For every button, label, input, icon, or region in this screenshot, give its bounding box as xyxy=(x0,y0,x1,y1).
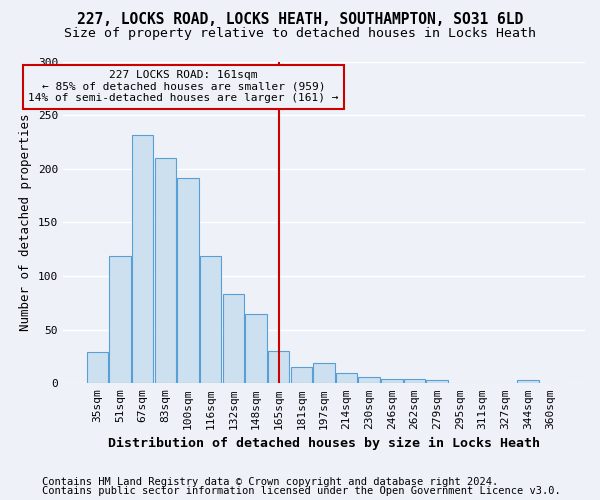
Bar xyxy=(313,363,335,383)
Bar xyxy=(132,136,154,383)
Bar xyxy=(155,158,176,383)
Bar xyxy=(177,178,199,383)
Text: Size of property relative to detached houses in Locks Heath: Size of property relative to detached ho… xyxy=(64,28,536,40)
Y-axis label: Number of detached properties: Number of detached properties xyxy=(19,114,32,331)
Bar xyxy=(517,380,539,383)
Text: 227 LOCKS ROAD: 161sqm
← 85% of detached houses are smaller (959)
14% of semi-de: 227 LOCKS ROAD: 161sqm ← 85% of detached… xyxy=(28,70,338,103)
Bar xyxy=(200,256,221,383)
Bar xyxy=(109,256,131,383)
Bar xyxy=(268,351,289,383)
Bar xyxy=(336,372,358,383)
Bar xyxy=(381,379,403,383)
Bar xyxy=(86,352,108,383)
Text: Contains HM Land Registry data © Crown copyright and database right 2024.: Contains HM Land Registry data © Crown c… xyxy=(42,477,498,487)
Bar xyxy=(223,294,244,383)
X-axis label: Distribution of detached houses by size in Locks Heath: Distribution of detached houses by size … xyxy=(108,437,540,450)
Bar xyxy=(427,380,448,383)
Bar xyxy=(358,377,380,383)
Bar xyxy=(245,314,267,383)
Text: Contains public sector information licensed under the Open Government Licence v3: Contains public sector information licen… xyxy=(42,486,561,496)
Bar xyxy=(290,367,312,383)
Text: 227, LOCKS ROAD, LOCKS HEATH, SOUTHAMPTON, SO31 6LD: 227, LOCKS ROAD, LOCKS HEATH, SOUTHAMPTO… xyxy=(77,12,523,28)
Bar xyxy=(404,379,425,383)
